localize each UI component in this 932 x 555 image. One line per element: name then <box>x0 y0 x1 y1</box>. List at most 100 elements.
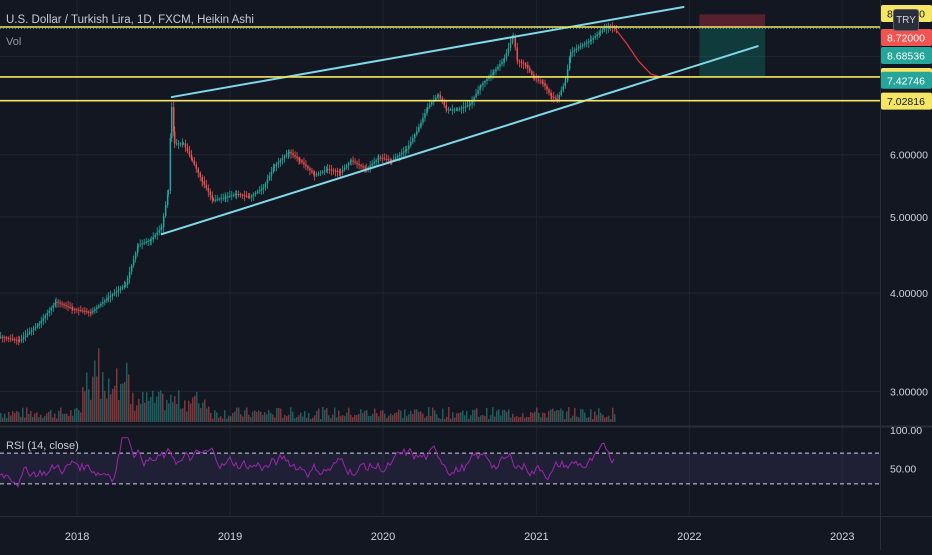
volume-bar <box>442 408 444 422</box>
price-tick-label: 4.00000 <box>890 288 928 300</box>
volume-bar <box>598 408 600 422</box>
price-candle <box>323 170 326 172</box>
price-candle <box>72 308 74 310</box>
price-candle <box>437 95 439 98</box>
price-candle <box>287 152 290 155</box>
price-candle <box>191 158 194 161</box>
volume-bar <box>10 415 12 422</box>
price-candle <box>471 100 473 105</box>
price-candle <box>410 141 412 146</box>
price-candle <box>362 166 364 168</box>
price-candle <box>50 307 53 311</box>
price-candle <box>377 158 379 160</box>
volume-bar <box>112 388 114 422</box>
price-candle <box>443 101 445 106</box>
price-candle <box>542 82 544 84</box>
volume-bar <box>84 391 86 422</box>
price-candle <box>427 106 429 109</box>
price-candle <box>48 310 51 313</box>
volume-bar <box>70 410 72 422</box>
volume-bar <box>182 408 184 422</box>
volume-bar <box>282 417 284 422</box>
price-candle <box>311 170 313 173</box>
price-candle <box>408 145 410 150</box>
price-candle <box>279 160 282 163</box>
volume-bar <box>184 400 186 422</box>
volume-bar <box>116 368 118 422</box>
price-candle <box>301 160 303 163</box>
volume-bar <box>468 418 470 422</box>
price-candle <box>447 109 450 111</box>
volume-bar <box>496 410 498 422</box>
volume-bar <box>568 407 570 422</box>
price-candle <box>292 153 294 155</box>
projection-line <box>615 29 662 78</box>
price-candle <box>233 194 235 196</box>
volume-bar <box>216 412 218 422</box>
volume-bar <box>272 414 274 422</box>
volume-bar <box>180 408 182 422</box>
volume-bar <box>488 418 490 422</box>
price-candle <box>71 307 73 309</box>
volume-bar <box>474 409 476 422</box>
volume-bar <box>608 415 610 422</box>
volume-bar <box>234 411 236 422</box>
price-candle <box>272 167 275 172</box>
price-candle <box>480 85 482 87</box>
price-candle <box>484 81 486 84</box>
price-candle <box>10 338 12 340</box>
volume-bar <box>290 407 292 422</box>
price-candle <box>22 337 25 339</box>
price-candle <box>309 168 311 171</box>
price-candle <box>104 300 106 303</box>
volume-bar <box>22 407 24 422</box>
price-candle <box>96 307 98 310</box>
volume-bar <box>54 413 56 422</box>
price-candle <box>235 193 238 195</box>
volume-bar <box>372 413 374 422</box>
volume-bar <box>28 413 30 422</box>
volume-bar <box>414 409 416 422</box>
volume-bar <box>196 392 198 422</box>
price-label-badge <box>881 29 932 46</box>
volume-bar <box>434 410 436 422</box>
volume-bar <box>2 417 4 422</box>
price-candle <box>358 163 360 166</box>
volume-bar <box>42 418 44 422</box>
volume-bar <box>418 411 420 422</box>
volume-bar <box>528 417 530 422</box>
volume-bar <box>550 409 552 422</box>
price-candle <box>166 194 169 206</box>
price-candle <box>61 303 63 305</box>
price-candle <box>566 69 569 81</box>
price-candle <box>371 163 373 166</box>
volume-bar <box>106 398 108 422</box>
volume-bar <box>130 404 132 422</box>
volume-bar <box>36 412 38 422</box>
volume-bar <box>238 407 240 422</box>
volume-bar <box>322 407 324 422</box>
price-candle <box>587 41 590 43</box>
volume-bar <box>396 412 398 422</box>
price-candle <box>332 170 335 172</box>
price-candle <box>201 181 204 183</box>
price-candle <box>477 90 479 94</box>
volume-bar <box>534 411 536 422</box>
price-candle <box>229 195 231 197</box>
price-candle <box>449 109 452 111</box>
price-candle <box>424 113 426 118</box>
price-candle <box>55 301 57 303</box>
price-candle <box>343 167 346 170</box>
price-candle <box>139 244 141 246</box>
currency-badge[interactable]: TRY <box>893 9 919 31</box>
volume-bar <box>82 387 84 422</box>
price-candle <box>325 169 328 171</box>
price-candle <box>503 59 505 62</box>
price-candle <box>596 34 598 37</box>
price-candle <box>516 59 519 61</box>
volume-bar <box>100 399 102 422</box>
volume-bar <box>38 417 40 422</box>
volume-bar <box>172 402 174 422</box>
